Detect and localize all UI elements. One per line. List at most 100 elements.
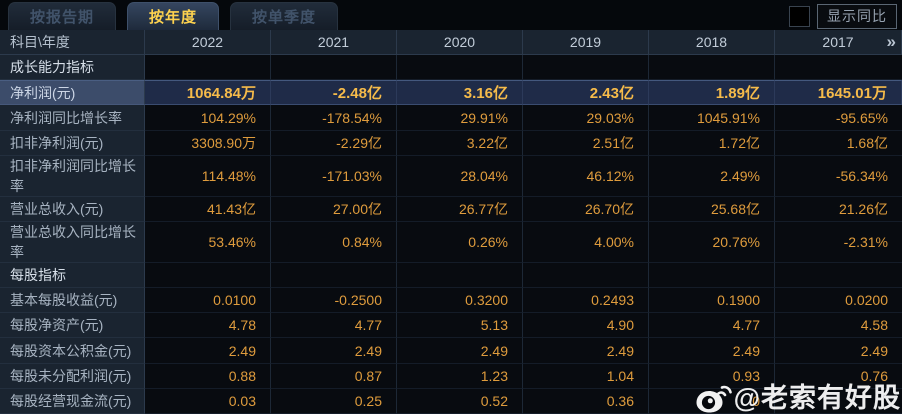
year-label: 2020 <box>443 34 476 51</box>
cell-value: 0.2493 <box>523 288 649 314</box>
cell-value: 29.03% <box>523 105 649 131</box>
row-label: 营业总收入(元) <box>0 196 145 222</box>
cell-value: 2.49 <box>145 338 271 364</box>
year-header-2020: 2020 <box>397 30 523 56</box>
cell-value <box>649 55 775 81</box>
cell-value: -2.31% <box>775 221 902 263</box>
cell-value: 2.49 <box>649 338 775 364</box>
row-label: 每股未分配利润(元) <box>0 363 145 389</box>
row-label: 每股资本公积金(元) <box>0 338 145 364</box>
cell-value: 0.93 <box>649 363 775 389</box>
cell-value: 0.87 <box>271 363 397 389</box>
cell-value <box>775 55 902 81</box>
cell-value: 1.23 <box>397 363 523 389</box>
cell-value: 4.00% <box>523 221 649 263</box>
cell-value: 3.22亿 <box>397 130 523 156</box>
cell-value: 4.77 <box>649 313 775 339</box>
financial-table: 科目\年度 2022 2021 2020 2019 2018 2017 » 成长能力指标 净利润(… <box>0 30 902 414</box>
cell-value: 2.49 <box>397 338 523 364</box>
cell-value <box>145 262 271 289</box>
row-label: 每股经营现金流(元) <box>0 388 145 414</box>
row-label: 净利润(元) <box>0 80 145 106</box>
year-header-2019: 2019 <box>523 30 649 56</box>
cell-value: 0.52 <box>397 388 523 414</box>
cell-value: 1.04 <box>523 363 649 389</box>
cell-value: 26.70亿 <box>523 196 649 222</box>
tab-bar: 按报告期 按年度 按单季度 显示同比 <box>0 0 902 30</box>
cell-value <box>397 262 523 289</box>
cell-value: 0.36 <box>523 388 649 414</box>
year-header-2017: 2017 » <box>775 30 902 56</box>
year-label: 2018 <box>695 34 728 51</box>
cell-value: 46.12% <box>523 155 649 197</box>
year-header-2018: 2018 <box>649 30 775 56</box>
cell-value: 5.13 <box>397 313 523 339</box>
yoy-controls: 显示同比 <box>789 4 897 29</box>
cell-value: -2.48亿 <box>271 80 397 106</box>
row-label: 扣非净利润同比增长率 <box>0 155 145 197</box>
row-label: 基本每股收益(元) <box>0 288 145 314</box>
cell-value: 0.26% <box>397 221 523 263</box>
cell-value: 114.48% <box>145 155 271 197</box>
cell-value <box>145 55 271 81</box>
cell-value: 29.91% <box>397 105 523 131</box>
cell-value: 20.76% <box>649 221 775 263</box>
cell-value: 104.29% <box>145 105 271 131</box>
show-yoy-checkbox[interactable] <box>789 6 810 27</box>
cell-value: 0.0200 <box>775 288 902 314</box>
cell-value: 1.72亿 <box>649 130 775 156</box>
cell-value: -95.65% <box>775 105 902 131</box>
year-label: 2019 <box>569 34 602 51</box>
year-label: 2022 <box>191 34 224 51</box>
cell-value: 53.46% <box>145 221 271 263</box>
cell-value: 1064.84万 <box>145 80 271 106</box>
cell-value: 0.84% <box>271 221 397 263</box>
cell-value <box>775 262 902 289</box>
cell-value <box>271 55 397 81</box>
cell-value: 4.90 <box>523 313 649 339</box>
period-tabs: 按报告期 按年度 按单季度 <box>0 0 349 30</box>
tab-按单季度[interactable]: 按单季度 <box>230 2 339 30</box>
cell-value: 2.49 <box>271 338 397 364</box>
more-years-icon[interactable]: » <box>886 32 897 52</box>
show-yoy-label[interactable]: 显示同比 <box>817 4 897 29</box>
section-header-label: 每股指标 <box>0 262 145 289</box>
section-header-label: 成长能力指标 <box>0 55 145 81</box>
cell-value: 0.76 <box>775 363 902 389</box>
cell-value: -178.54% <box>271 105 397 131</box>
year-header-2021: 2021 <box>271 30 397 56</box>
cell-value: 3.16亿 <box>397 80 523 106</box>
cell-value: 4.77 <box>271 313 397 339</box>
cell-value: 26.77亿 <box>397 196 523 222</box>
row-label: 净利润同比增长率 <box>0 105 145 131</box>
cell-value: 3308.90万 <box>145 130 271 156</box>
row-label: 扣非净利润(元) <box>0 130 145 156</box>
cell-value: 2.49 <box>523 338 649 364</box>
year-header-2022: 2022 <box>145 30 271 56</box>
cell-value: 2.49 <box>775 338 902 364</box>
cell-value: -2.29亿 <box>271 130 397 156</box>
cell-value: -171.03% <box>271 155 397 197</box>
cell-value: 0.1900 <box>649 288 775 314</box>
corner-header: 科目\年度 <box>0 30 145 56</box>
row-label: 每股净资产(元) <box>0 313 145 339</box>
cell-value: 21.26亿 <box>775 196 902 222</box>
cell-value: 1.89亿 <box>649 80 775 106</box>
cell-value: 41.43亿 <box>145 196 271 222</box>
cell-value: 1645.01万 <box>775 80 902 106</box>
tab-按报告期[interactable]: 按报告期 <box>8 2 117 30</box>
cell-value <box>649 262 775 289</box>
tab-按年度[interactable]: 按年度 <box>127 2 220 30</box>
cell-value: 25.68亿 <box>649 196 775 222</box>
cell-value: 27.00亿 <box>271 196 397 222</box>
cell-value: -0.2500 <box>271 288 397 314</box>
year-label: 2021 <box>317 34 350 51</box>
cell-value: 28.04% <box>397 155 523 197</box>
cell-value <box>523 55 649 81</box>
cell-value: 2.51亿 <box>523 130 649 156</box>
cell-value <box>523 262 649 289</box>
cell-value: 0.03 <box>145 388 271 414</box>
cell-value: 2.49% <box>649 155 775 197</box>
cell-value <box>775 388 902 414</box>
cell-value: 4.78 <box>145 313 271 339</box>
